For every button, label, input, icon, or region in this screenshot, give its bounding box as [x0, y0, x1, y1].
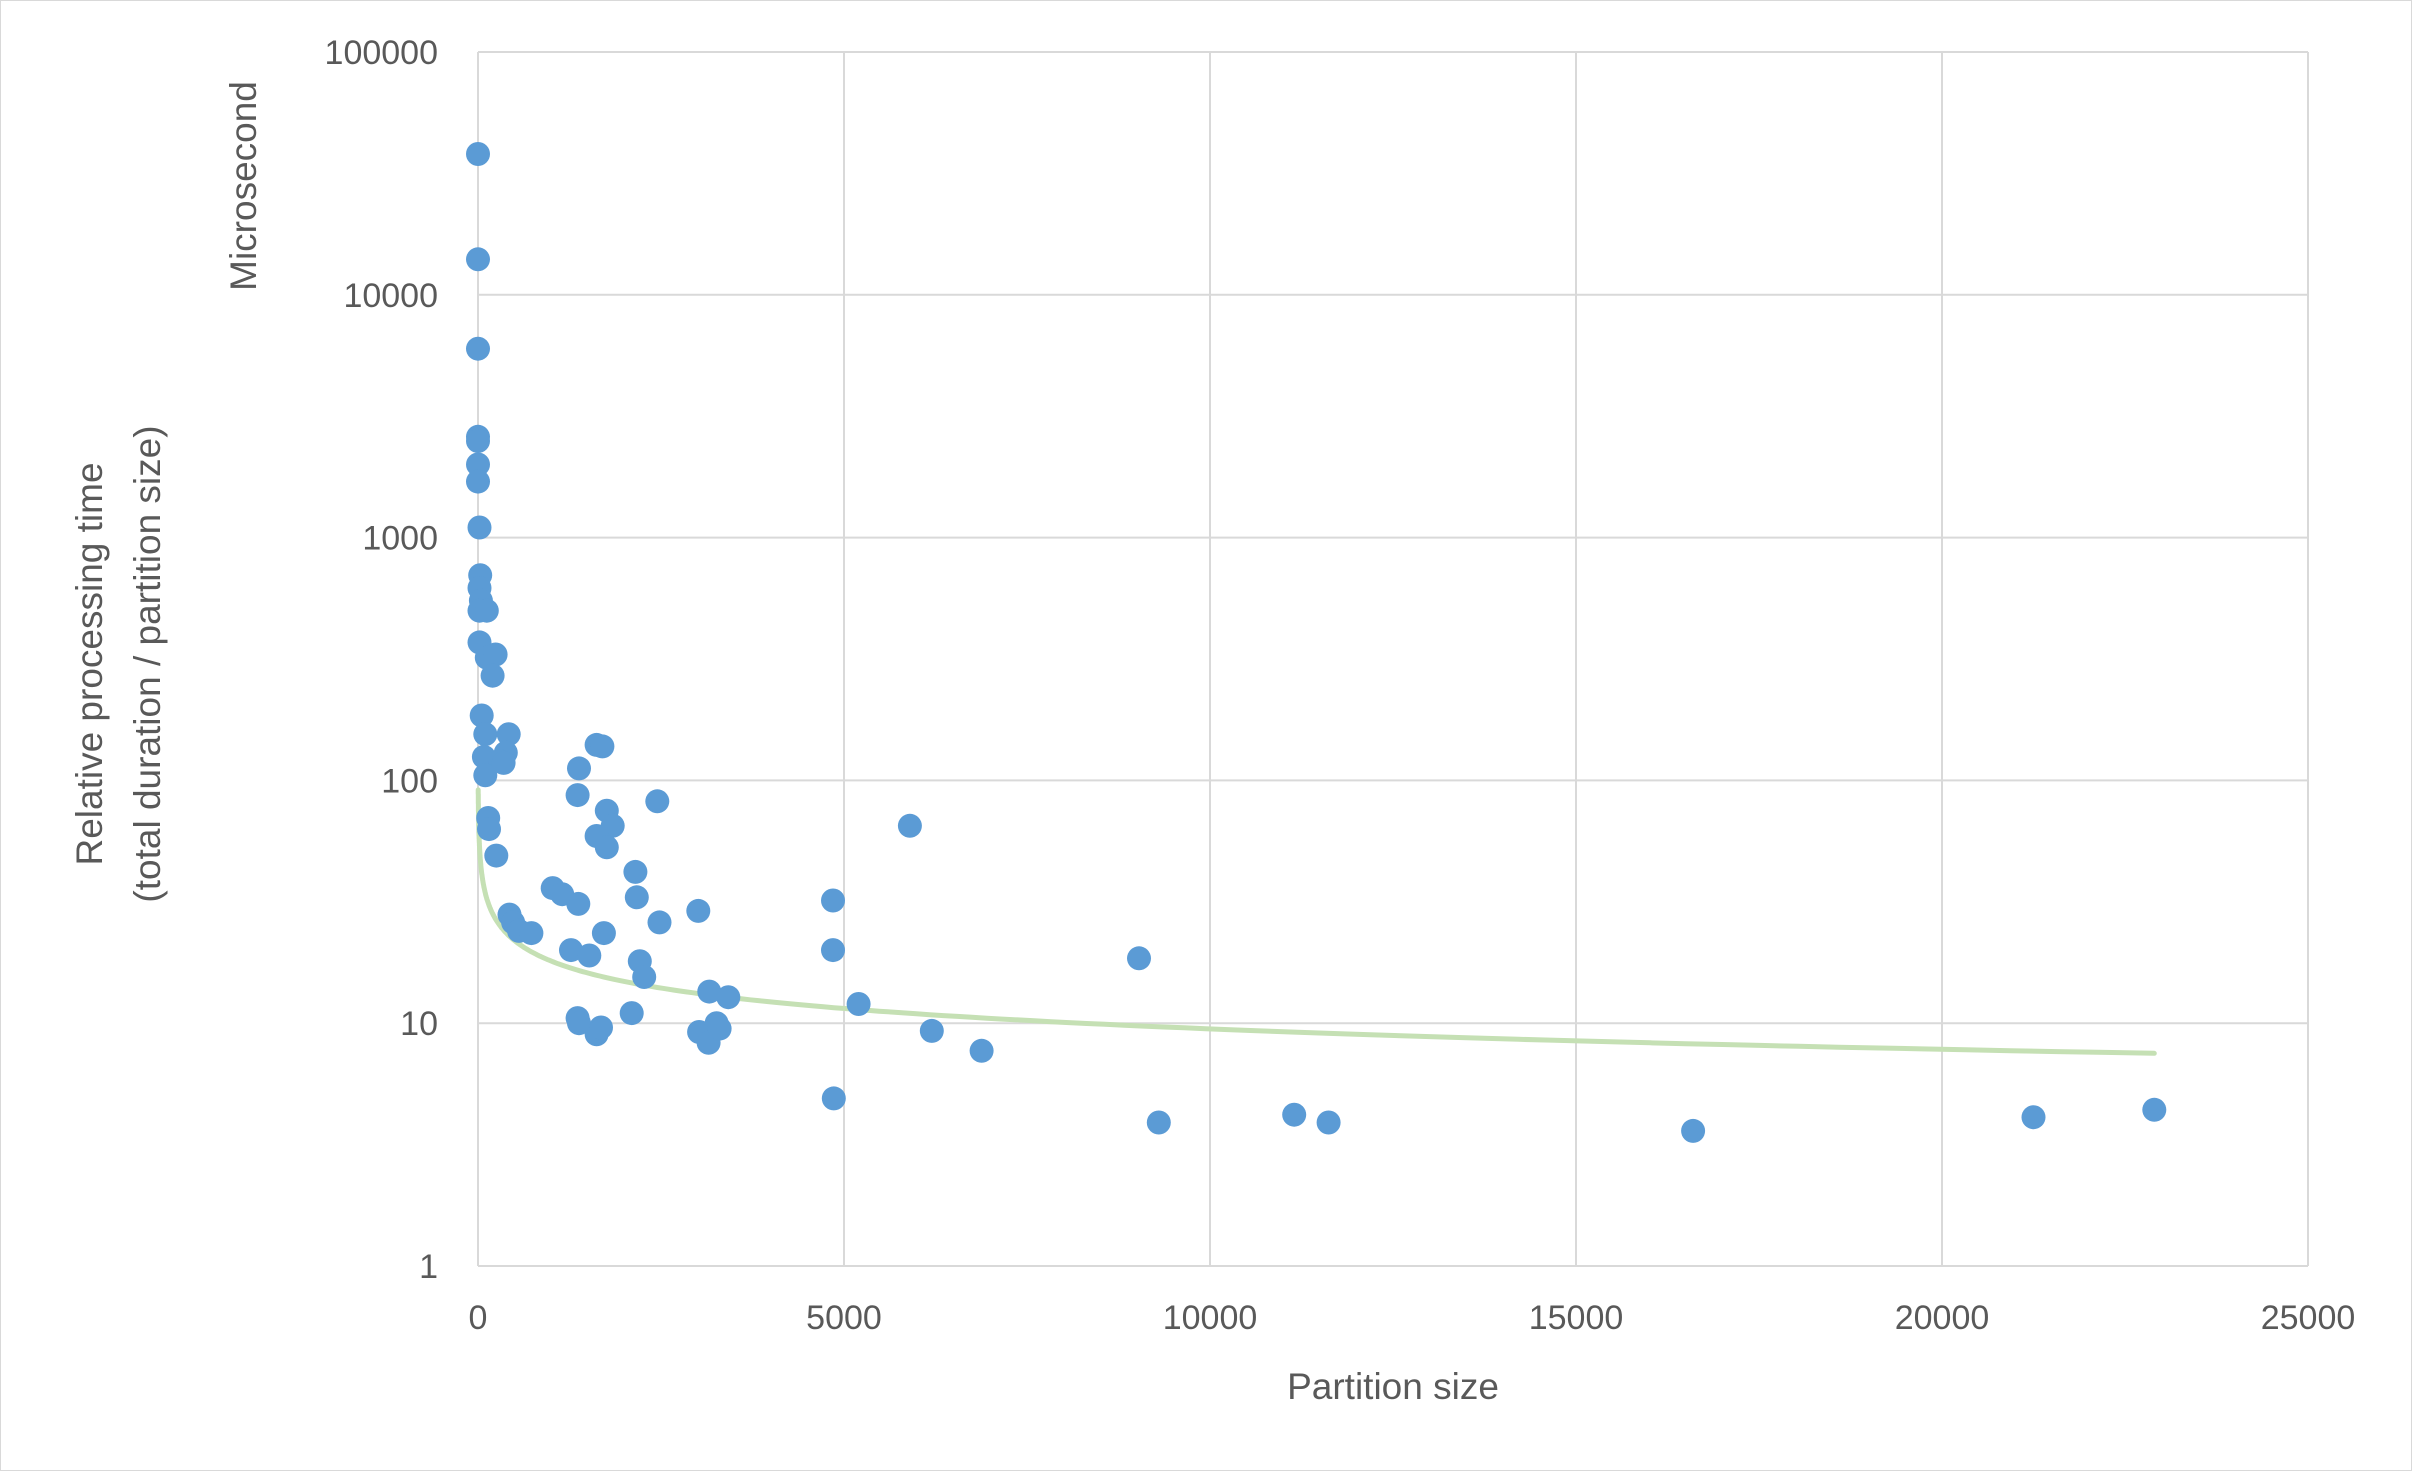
data-point	[477, 817, 501, 842]
x-axis-tick-labels: 0 5000 10000 15000 20000 25000	[469, 1299, 2356, 1337]
data-point	[566, 891, 591, 916]
data-point	[519, 921, 544, 946]
y-tick-label: 10000	[343, 277, 438, 315]
data-point	[474, 598, 499, 623]
data-point	[567, 1011, 591, 1036]
y-axis-title-line-2: (total duration / partition size)	[127, 425, 168, 902]
data-point	[2021, 1105, 2046, 1130]
data-point	[716, 985, 741, 1010]
x-tick-label: 5000	[806, 1299, 882, 1337]
data-point	[466, 452, 490, 477]
data-point	[466, 336, 490, 361]
y-tick-label: 1000	[362, 520, 438, 558]
data-point	[491, 750, 516, 775]
data-point	[589, 1015, 613, 1040]
y-axis-title-line-1: Relative processing time	[69, 462, 110, 865]
data-point	[467, 515, 492, 540]
data-point	[686, 898, 711, 923]
data-point	[897, 813, 922, 838]
data-point	[591, 921, 616, 946]
data-point	[846, 992, 871, 1016]
data-point	[707, 1016, 732, 1041]
data-point	[590, 734, 615, 759]
data-point	[565, 783, 590, 808]
y-tick-label: 100	[381, 762, 438, 800]
trendline-layer	[475, 787, 2157, 1056]
data-point	[919, 1018, 944, 1043]
y-axis-unit-label: Microsecond	[223, 81, 264, 291]
x-tick-label: 25000	[2261, 1299, 2356, 1337]
data-point	[619, 1001, 644, 1026]
data-point	[466, 429, 490, 453]
data-point	[1282, 1102, 1307, 1127]
data-point	[466, 142, 490, 166]
data-point	[1146, 1110, 1171, 1135]
data-point	[969, 1038, 994, 1063]
data-point	[697, 979, 722, 1004]
data-point	[1316, 1110, 1341, 1135]
data-point	[1127, 946, 1151, 971]
y-tick-label: 10	[400, 1005, 438, 1043]
x-tick-label: 0	[469, 1299, 488, 1337]
data-point	[1681, 1118, 1706, 1143]
x-tick-label: 10000	[1163, 1299, 1258, 1337]
data-point	[821, 1086, 846, 1111]
data-point	[473, 722, 498, 747]
data-point	[567, 756, 591, 781]
x-tick-label: 15000	[1529, 1299, 1624, 1337]
data-point	[645, 789, 670, 814]
data-point	[473, 763, 498, 788]
data-point	[484, 843, 509, 868]
data-point	[496, 722, 521, 747]
data-point	[466, 247, 490, 272]
trendline	[475, 787, 2157, 1056]
x-axis-title: Partition size	[1287, 1366, 1499, 1407]
y-tick-label: 1	[419, 1248, 438, 1286]
data-point	[632, 965, 657, 989]
gridlines	[477, 51, 2309, 1267]
data-point	[480, 663, 505, 688]
data-point	[623, 859, 648, 884]
data-point	[821, 938, 845, 963]
data-point	[469, 703, 494, 728]
y-tick-label: 100000	[325, 34, 438, 72]
data-point	[647, 910, 672, 935]
data-point	[594, 835, 619, 860]
data-point	[466, 469, 490, 494]
data-point	[559, 938, 583, 963]
data-point	[577, 943, 602, 968]
data-point	[2142, 1097, 2167, 1122]
data-point	[483, 642, 508, 667]
data-point	[624, 885, 649, 910]
y-axis-tick-labels: 1 10 100 1000 10000 100000	[325, 34, 438, 1286]
points-layer	[466, 142, 2167, 1143]
x-tick-label: 20000	[1895, 1299, 1990, 1337]
data-point	[821, 888, 845, 913]
